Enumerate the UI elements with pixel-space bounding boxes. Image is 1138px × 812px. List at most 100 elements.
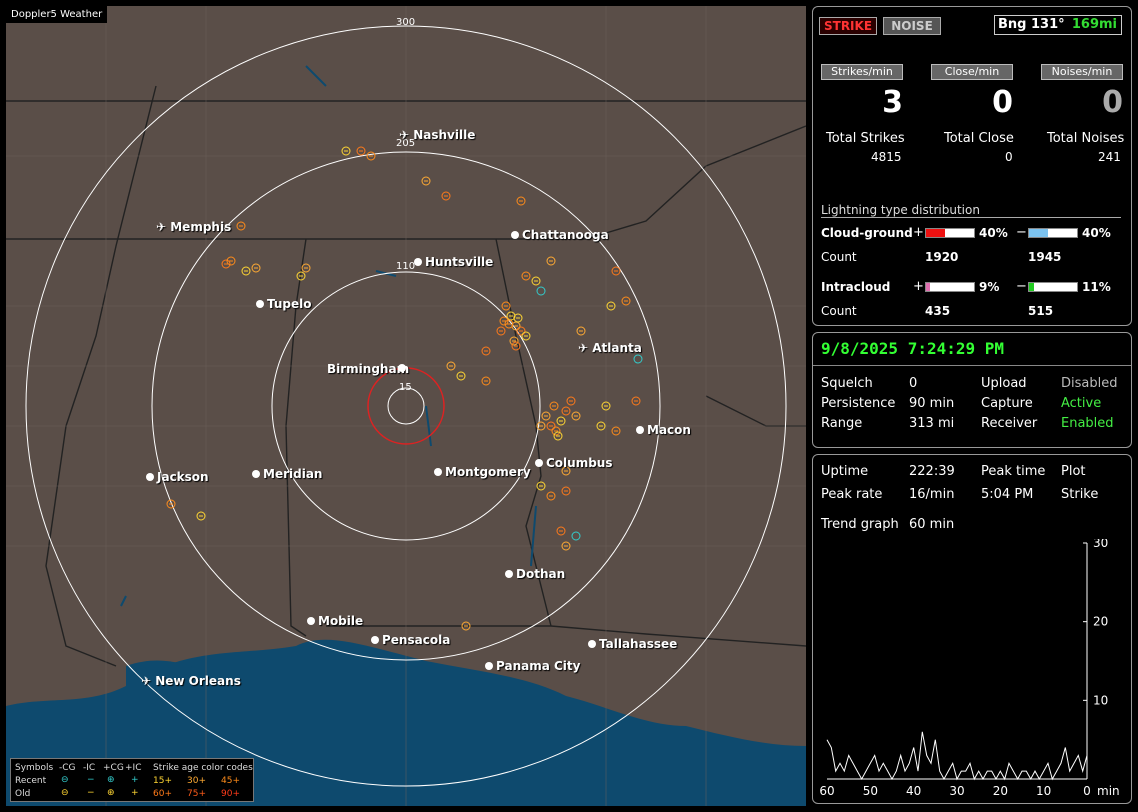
- strike-marker: [556, 526, 566, 536]
- strike-marker: [226, 256, 236, 266]
- city-name: Dothan: [516, 567, 566, 581]
- x-tick-label: 20: [993, 784, 1008, 798]
- strike-marker: [481, 346, 491, 356]
- strike-marker: [496, 326, 506, 336]
- range-label: Range: [821, 416, 863, 431]
- y-tick-label: 10: [1093, 693, 1108, 707]
- close-per-min-button[interactable]: Close/min: [931, 64, 1013, 80]
- city-name: Atlanta: [592, 341, 642, 355]
- center-ring: [367, 367, 445, 445]
- strike-marker: [301, 263, 311, 273]
- city-dot: [307, 617, 315, 625]
- trend-line: [826, 731, 1088, 781]
- peak-time-value: 5:04 PM: [981, 487, 1034, 502]
- ic-plus-sign: +: [913, 279, 924, 294]
- city-dot: [434, 468, 442, 476]
- strike-marker: [516, 196, 526, 206]
- cg-minus-count: 1945: [1028, 250, 1062, 264]
- strike-marker: [221, 259, 231, 269]
- x-tick-label: 10: [1036, 784, 1051, 798]
- squelch-label: Squelch: [821, 376, 873, 391]
- legend-cg-plus: +CG: [103, 763, 124, 773]
- city-name: Nashville: [413, 128, 476, 142]
- strike-marker: [556, 416, 566, 426]
- strike-marker: [509, 336, 519, 346]
- city-dot: [256, 300, 264, 308]
- city-dot: [398, 364, 406, 372]
- ring-label-205: 205: [396, 138, 416, 149]
- strike-marker: [549, 401, 559, 411]
- strike-marker: [166, 499, 176, 509]
- strike-marker: [504, 319, 514, 329]
- strike-marker: [631, 396, 641, 406]
- cg-plus-sign: +: [913, 225, 924, 240]
- city-dot: [146, 473, 154, 481]
- strike-marker: [546, 256, 556, 266]
- strike-marker: [521, 331, 531, 341]
- noises-per-min-button[interactable]: Noises/min: [1041, 64, 1123, 80]
- trend-graph: 30 20 10 60 50 40 30 20 10 0 min: [819, 539, 1119, 798]
- cg-minus-pct: 40%: [1082, 226, 1111, 240]
- strike-marker: [561, 406, 571, 416]
- ic-plus-recent-icon: +: [131, 775, 139, 785]
- total-noises-label: Total Noises: [1047, 131, 1125, 146]
- strike-button[interactable]: STRIKE: [819, 17, 877, 35]
- city-name: Jackson: [157, 470, 209, 484]
- settings-panel: 9/8/2025 7:24:29 PM Squelch 0 Upload Dis…: [812, 332, 1132, 448]
- strike-marker: [236, 221, 246, 231]
- total-close-label: Total Close: [944, 131, 1014, 146]
- receiver-value[interactable]: Enabled: [1061, 416, 1114, 431]
- strikes-per-min-button[interactable]: Strikes/min: [821, 64, 903, 80]
- strike-marker: [516, 326, 526, 336]
- strike-marker: [561, 486, 571, 496]
- capture-value[interactable]: Active: [1061, 396, 1102, 411]
- trend-graph-label: Trend graph: [821, 517, 899, 532]
- city-name: Birmingham: [327, 362, 410, 376]
- strike-marker: [421, 176, 431, 186]
- distribution-title: Lightning type distribution: [821, 203, 980, 217]
- strike-marker: [553, 431, 563, 441]
- city-name: Columbus: [546, 456, 613, 470]
- map-canvas: [6, 6, 806, 806]
- range-value: 313 mi: [909, 416, 955, 431]
- strike-marker: [531, 276, 541, 286]
- receiver-label: Receiver: [981, 416, 1038, 431]
- x-tick-label: 60: [819, 784, 834, 798]
- uptime-label: Uptime: [821, 464, 869, 479]
- age-90: 90+: [221, 789, 240, 799]
- strike-marker: [501, 301, 511, 311]
- strike-status-panel: STRIKE NOISE Bng 131° 169mi Strikes/min …: [812, 6, 1132, 326]
- city-dot: [535, 459, 543, 467]
- peak-rate-label: Peak rate: [821, 487, 883, 502]
- strike-marker: [576, 326, 586, 336]
- trend-graph-value[interactable]: 60 min: [909, 517, 955, 532]
- strikes-per-min-value: 3: [882, 85, 903, 120]
- cg-plus-count: 1920: [925, 250, 959, 264]
- persistence-value: 90 min: [909, 396, 955, 411]
- bearing-readout: Bng 131° 169mi: [994, 15, 1122, 35]
- y-tick-label: 30: [1093, 539, 1108, 550]
- strike-marker: [561, 466, 571, 476]
- noise-button[interactable]: NOISE: [883, 17, 941, 35]
- ic-minus-bar: [1028, 282, 1078, 292]
- persistence-label: Persistence: [821, 396, 896, 411]
- strike-marker: [561, 541, 571, 551]
- total-strikes-label: Total Strikes: [826, 131, 905, 146]
- app-title: Doppler5 Weather: [6, 6, 108, 23]
- ic-minus-recent-icon: −: [87, 775, 95, 785]
- strike-marker: [241, 266, 251, 276]
- ic-label: Intracloud: [821, 280, 891, 294]
- strike-marker: [596, 421, 606, 431]
- strike-marker: [601, 401, 611, 411]
- strike-marker: [611, 426, 621, 436]
- upload-value[interactable]: Disabled: [1061, 376, 1118, 391]
- ic-plus-pct: 9%: [979, 280, 1000, 294]
- legend-cg-minus: -CG: [59, 763, 76, 773]
- noise-marker: [536, 286, 546, 296]
- lightning-map[interactable]: Doppler5 Weather 300 205 110 15 ✈ Nashvi…: [6, 6, 806, 806]
- plot-value[interactable]: Strike: [1061, 487, 1099, 502]
- divider: [821, 217, 1121, 218]
- city-name: Macon: [647, 423, 691, 437]
- strike-marker: [536, 481, 546, 491]
- lake-pontchartrain: [126, 660, 206, 696]
